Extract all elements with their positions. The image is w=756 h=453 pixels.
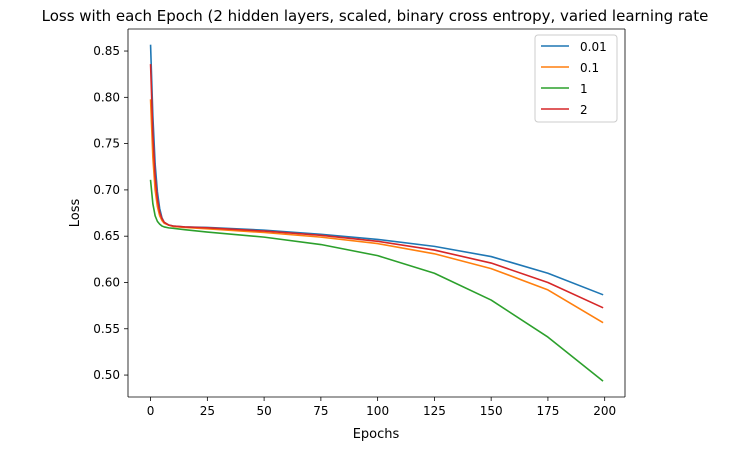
y-tick-label-2: 0.60 bbox=[93, 275, 120, 289]
legend: 0.01 0.1 1 2 bbox=[534, 34, 618, 123]
x-tick-label-1: 25 bbox=[200, 404, 215, 418]
x-axis-ticks: 0 25 50 75 100 125 150 175 200 bbox=[147, 397, 616, 418]
y-tick-label-1: 0.55 bbox=[93, 322, 120, 336]
axis-frame bbox=[127, 28, 626, 398]
y-tick-label-0: 0.50 bbox=[93, 368, 120, 382]
y-axis-ticks: 0.50 0.55 0.60 0.65 0.70 0.75 0.80 0.85 bbox=[93, 44, 128, 382]
x-tick-label-7: 175 bbox=[536, 404, 559, 418]
x-tick-label-5: 125 bbox=[423, 404, 446, 418]
x-tick-label-8: 200 bbox=[593, 404, 616, 418]
x-axis-label: Epochs bbox=[353, 427, 400, 442]
legend-label-0: 0.01 bbox=[580, 40, 607, 54]
x-tick-label-2: 50 bbox=[256, 404, 271, 418]
x-tick-label-0: 0 bbox=[147, 404, 155, 418]
series-line-3 bbox=[149, 64, 604, 309]
y-tick-label-5: 0.75 bbox=[93, 137, 120, 151]
y-tick-label-3: 0.65 bbox=[93, 229, 120, 243]
series-layer bbox=[149, 44, 604, 382]
chart-title: Loss with each Epoch (2 hidden layers, s… bbox=[42, 7, 709, 25]
series-line-2 bbox=[149, 179, 604, 382]
y-tick-label-4: 0.70 bbox=[93, 183, 120, 197]
y-tick-label-6: 0.80 bbox=[93, 90, 120, 104]
y-tick-label-7: 0.85 bbox=[93, 44, 120, 58]
legend-label-1: 0.1 bbox=[580, 61, 599, 75]
x-tick-label-4: 100 bbox=[366, 404, 389, 418]
legend-label-3: 2 bbox=[580, 103, 588, 117]
y-axis-label: Loss bbox=[68, 199, 83, 228]
legend-box bbox=[534, 34, 618, 123]
x-tick-label-3: 75 bbox=[313, 404, 328, 418]
x-tick-label-6: 150 bbox=[480, 404, 503, 418]
legend-label-2: 1 bbox=[580, 82, 588, 96]
